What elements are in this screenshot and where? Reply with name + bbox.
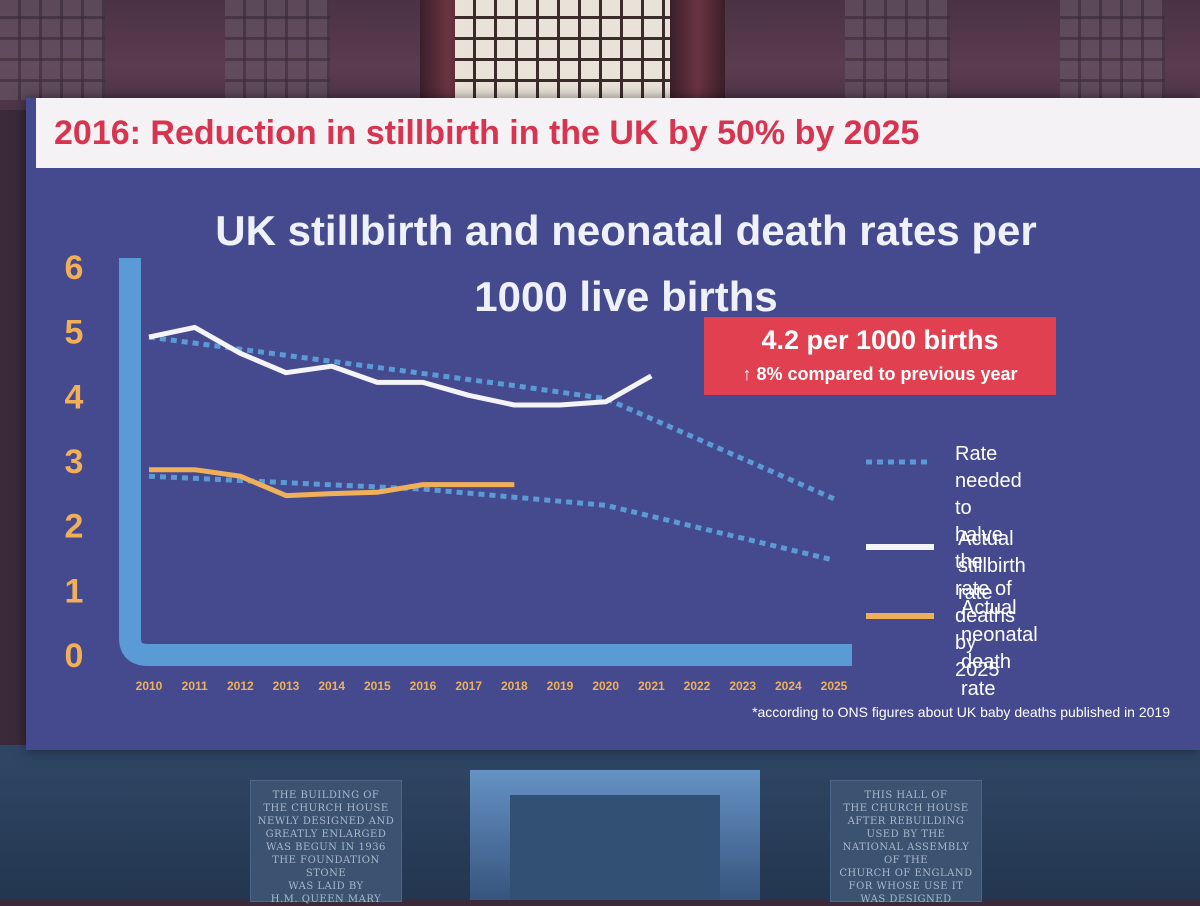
legend-swatch [866,613,934,619]
x-tick-label: 2024 [775,679,802,693]
y-tick-label: 0 [65,637,84,675]
foundation-stone-left: THE BUILDING OF THE CHURCH HOUSE NEWLY D… [250,780,402,905]
x-tick-label: 2017 [455,679,482,693]
x-tick-label: 2013 [273,679,300,693]
banner-heading: 2016: Reduction in stillbirth in the UK … [54,114,920,152]
legend-label: Actual stillbirth rate [958,528,1026,604]
y-tick-label: 5 [65,314,84,352]
x-tick-label: 2015 [364,679,391,693]
slide-banner: 2016: Reduction in stillbirth in the UK … [36,98,1200,168]
series-line-stillbirth [148,324,653,408]
curtain [670,0,725,100]
legend-label: Rate needed to halve the rate of deaths … [955,443,1022,681]
legend-swatch [866,544,934,550]
chart-axis [119,258,852,666]
callout-change: ↑ 8% compared to previous year [742,364,1018,384]
x-tick-label: 2023 [729,679,756,693]
legend-swatch [866,459,932,465]
presentation-slide: 2016: Reduction in stillbirth in the UK … [26,98,1200,750]
x-tick-label: 2018 [501,679,528,693]
x-tick-label: 2025 [821,679,848,693]
x-tick-label: 2011 [182,679,208,693]
x-tick-label: 2022 [684,679,711,693]
x-tick-label: 2016 [410,679,437,693]
x-tick-label: 2014 [318,679,345,693]
x-tick-label: 2012 [227,679,254,693]
callout-box: 4.2 per 1000 births ↑ 8% compared to pre… [704,317,1056,395]
wall-window-panel [845,0,950,100]
callout-value: 4.2 per 1000 births [761,325,999,355]
door [510,795,720,900]
chart-title: UK stillbirth and neonatal death rates p… [215,207,1037,320]
stone-inscription: THIS HALL OF THE CHURCH HOUSE AFTER REBU… [839,790,973,905]
y-tick-label: 4 [65,378,84,416]
x-tick-label: 2010 [136,679,163,693]
wall-window-panel [0,0,105,100]
y-tick-label: 3 [65,443,84,481]
chart-area: 0 1 2 3 4 5 6 2010 2011 2012 2013 2014 2015 2016 2017 2… [65,249,852,693]
hall-window [455,0,675,100]
foundation-stone-right: THIS HALL OF THE CHURCH HOUSE AFTER REBU… [830,780,982,905]
wall-window-panel [1060,0,1165,100]
series-line-neonatal [149,467,515,499]
y-tick-label: 2 [65,508,84,546]
legend-label: Actual neonatal death rate [961,597,1038,700]
x-tick-label: 2021 [638,679,665,693]
y-tick-label: 6 [65,249,84,287]
x-tick-label: 2020 [592,679,619,693]
wall-window-panel [225,0,330,100]
footnote: *according to ONS figures about UK baby … [752,704,1170,720]
series-line-target-1 [148,473,835,563]
x-tick-label: 2019 [547,679,574,693]
y-tick-label: 1 [65,572,84,610]
series-line-target-0 [148,334,836,502]
stone-inscription: THE BUILDING OF THE CHURCH HOUSE NEWLY D… [257,790,395,905]
